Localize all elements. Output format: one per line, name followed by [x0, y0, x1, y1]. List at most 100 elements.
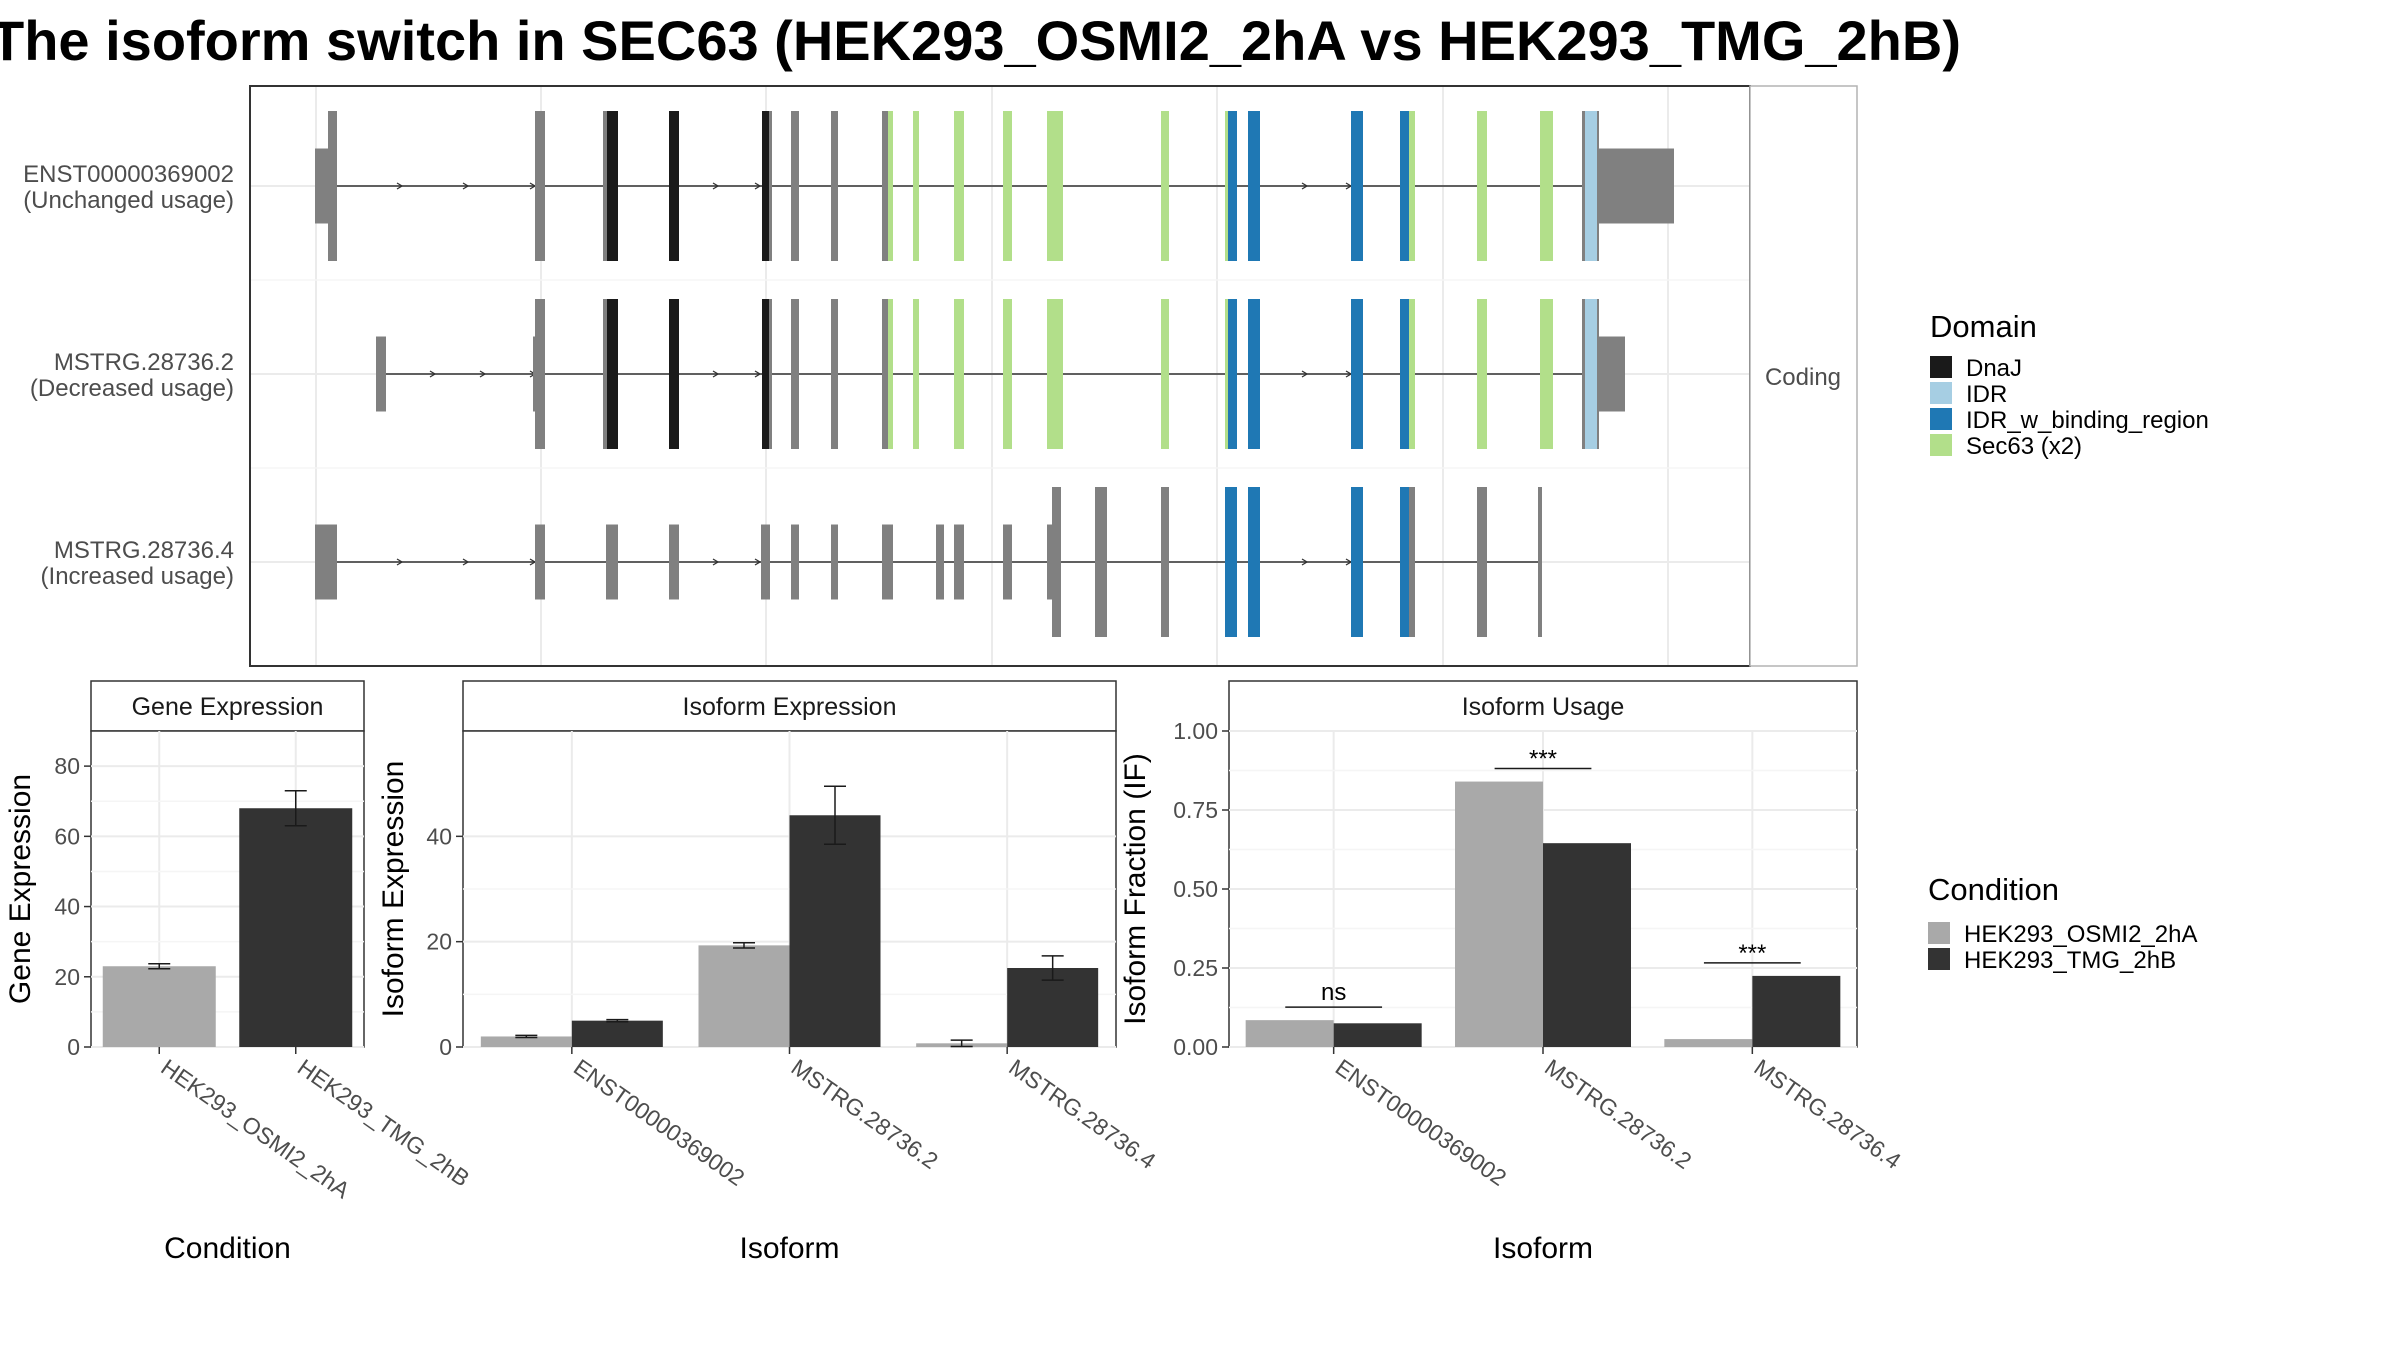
y-tick-label: 20: [426, 929, 452, 955]
exon-block: [1477, 487, 1487, 637]
legend-label-idr: IDR: [1966, 381, 2007, 408]
exon-block: [328, 111, 337, 261]
transcript-panel-border: [249, 85, 1751, 667]
direction-arrow: [712, 370, 720, 378]
y-tick-label: 0: [439, 1034, 452, 1060]
bar: [480, 1036, 572, 1047]
y-tick-label: 0: [67, 1034, 80, 1060]
y-tick-label: 0.25: [1173, 955, 1218, 981]
legend-key-osmi2: [1928, 922, 1950, 944]
exon-block: [888, 111, 893, 261]
direction-arrow: [396, 558, 404, 566]
exon-block: [954, 524, 964, 600]
exon-block: [761, 524, 770, 600]
transcript-usage-3: (Increased usage): [41, 563, 234, 590]
exon-block: [954, 299, 964, 449]
bar: [239, 808, 353, 1047]
exon-block: [1052, 487, 1061, 637]
exon-block: [1248, 299, 1260, 449]
exon-block: [1597, 148, 1674, 224]
y-tick-label: 20: [54, 964, 80, 990]
exon-block: [1161, 299, 1169, 449]
exon-block: [1597, 336, 1625, 412]
exon-block: [888, 299, 893, 449]
exon-block: [1582, 111, 1586, 261]
y-tick-label: 0.75: [1173, 797, 1218, 823]
exon-block: [1228, 299, 1237, 449]
exon-block: [1161, 111, 1169, 261]
facet-strip-label: Coding: [1765, 364, 1841, 391]
y-tick-label: 0.50: [1173, 876, 1218, 902]
figure-title: The isoform switch in SEC63 (HEK293_OSMI…: [0, 9, 1961, 72]
exon-block: [762, 299, 770, 449]
legend-label-osmi2: HEK293_OSMI2_2hA: [1964, 921, 2197, 948]
bar: [1245, 1020, 1334, 1047]
transcript-usage-1: (Unchanged usage): [23, 187, 234, 214]
exon-block: [882, 111, 888, 261]
bar: [571, 1020, 663, 1047]
exon-block: [535, 524, 545, 600]
exon-block: [376, 336, 386, 412]
direction-arrow: [462, 182, 470, 190]
exon-block: [1585, 299, 1597, 449]
bar: [1007, 968, 1099, 1047]
transcript-usage-2: (Decreased usage): [30, 375, 234, 402]
chart-title: Gene Expression: [132, 693, 324, 721]
significance-label: ns: [1321, 979, 1346, 1006]
x-tick-label: ENST00000369002: [1331, 1054, 1511, 1191]
y-tick-label: 40: [54, 894, 80, 920]
exon-block: [606, 524, 618, 600]
y-axis-title: Isoform Fraction (IF): [1119, 753, 1152, 1025]
exon-block: [315, 524, 337, 600]
y-tick-label: 40: [426, 823, 452, 849]
bar: [1455, 781, 1543, 1047]
exon-block: [1351, 299, 1363, 449]
significance-label: ***: [1738, 940, 1766, 967]
exon-block: [831, 299, 838, 449]
transcript-label-2: MSTRG.28736.2: [54, 349, 234, 376]
exon-block: [603, 111, 607, 261]
legend-label-tmg: HEK293_TMG_2hB: [1964, 947, 2176, 974]
bar: [1543, 843, 1631, 1047]
exon-block: [791, 524, 799, 600]
direction-arrow: [1301, 370, 1309, 378]
transcript-label-1: ENST00000369002: [23, 161, 234, 188]
isoform-usage-chart: Isoform Usage 0.00 0.25 0.50 0.75 1.00 ns *** **…: [1119, 680, 1906, 1265]
exon-block: [1400, 299, 1409, 449]
bar: [1664, 1039, 1753, 1047]
x-axis-title: Condition: [164, 1232, 291, 1265]
exon-block: [791, 111, 799, 261]
exon-block: [791, 299, 799, 449]
exon-block: [1003, 524, 1012, 600]
exon-block: [1540, 111, 1553, 261]
exon-block: [1047, 524, 1052, 600]
exon-block: [669, 524, 679, 600]
exon-block: [1477, 299, 1487, 449]
exon-block: [762, 111, 770, 261]
exon-block: [1228, 111, 1237, 261]
y-tick-label: 1.00: [1173, 718, 1218, 744]
domain-legend: Domain DnaJ IDR IDR_w_binding_region Sec…: [1930, 309, 2209, 460]
y-axis-title: Isoform Expression: [377, 761, 410, 1018]
exon-block: [1538, 487, 1542, 637]
exon-block: [1400, 487, 1409, 637]
exon-block: [831, 111, 838, 261]
exon-block: [1003, 111, 1012, 261]
direction-arrow: [712, 182, 720, 190]
x-tick-label: MSTRG.28736.2: [1540, 1054, 1696, 1174]
transcript-structure-panel: Coding ENST00000369002 (Unchanged usage)…: [23, 85, 1858, 667]
direction-arrow: [1301, 182, 1309, 190]
exon-block: [606, 299, 618, 449]
exon-block: [315, 148, 329, 224]
legend-key-idr: [1930, 382, 1952, 404]
exon-block: [954, 111, 964, 261]
x-tick-label: MSTRG.28736.2: [787, 1054, 943, 1174]
exon-block: [882, 299, 888, 449]
legend-key-sec63: [1930, 434, 1952, 456]
direction-arrow: [479, 370, 487, 378]
direction-arrow: [754, 182, 762, 190]
x-tick-label: MSTRG.28736.4: [1749, 1054, 1905, 1174]
direction-arrow: [712, 558, 720, 566]
exon-block: [1003, 299, 1012, 449]
direction-arrow: [754, 558, 762, 566]
